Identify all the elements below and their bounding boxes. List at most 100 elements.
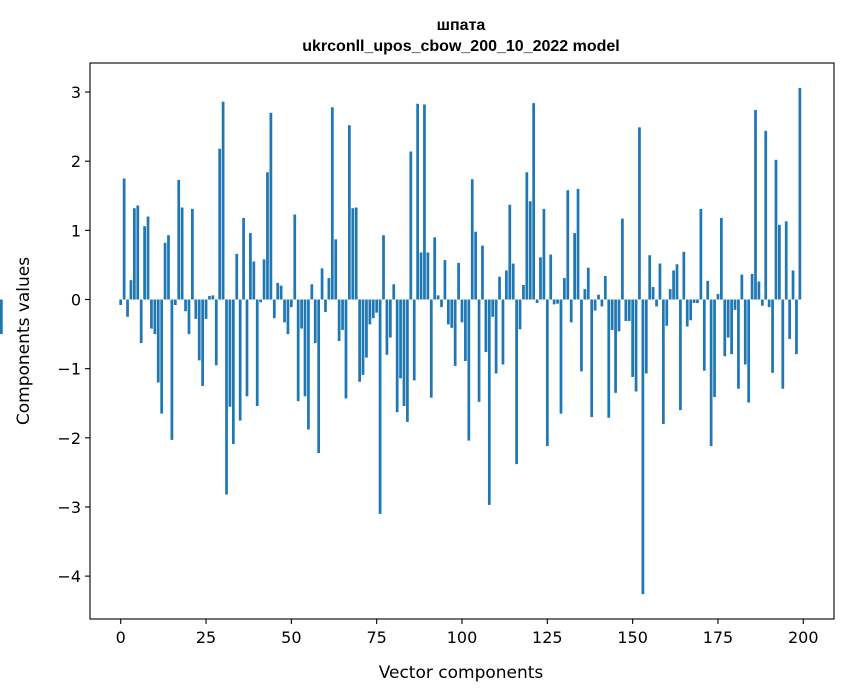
bar <box>286 299 290 335</box>
bar <box>457 262 460 300</box>
bar <box>269 112 273 300</box>
bar <box>607 299 611 418</box>
bar <box>156 299 160 383</box>
bar <box>545 299 549 447</box>
bar <box>160 299 164 414</box>
bar <box>679 299 682 411</box>
bar <box>119 299 123 306</box>
bar <box>429 299 433 398</box>
bar <box>371 299 375 319</box>
bar <box>426 252 430 300</box>
bar <box>672 270 675 300</box>
bar <box>474 231 478 300</box>
bar <box>525 172 529 300</box>
bar <box>784 221 788 300</box>
y-tick-label: 0 <box>71 291 81 310</box>
bar <box>559 299 563 414</box>
bar <box>129 280 133 300</box>
bar <box>648 255 652 300</box>
x-tick-label: 0 <box>116 628 126 647</box>
bar <box>266 172 269 300</box>
bar <box>795 299 798 355</box>
bar <box>576 188 580 300</box>
bar <box>624 299 628 321</box>
bar <box>750 273 754 300</box>
bar <box>228 299 232 407</box>
bar <box>170 299 174 440</box>
bar <box>754 110 757 300</box>
bar <box>494 299 498 374</box>
bar <box>378 299 382 514</box>
y-tick-label: 1 <box>71 221 81 240</box>
bar <box>511 263 515 300</box>
bar <box>221 101 225 300</box>
bar <box>566 190 570 300</box>
bar <box>453 299 457 366</box>
bar <box>617 299 621 332</box>
bar <box>791 270 795 300</box>
bar <box>238 299 242 421</box>
bar <box>627 299 631 321</box>
bar <box>528 201 532 300</box>
bar <box>167 235 170 300</box>
bar <box>289 299 293 308</box>
bar <box>283 299 286 323</box>
bar <box>423 104 426 300</box>
bar <box>249 233 252 300</box>
bar <box>358 299 361 382</box>
x-tick-label: 150 <box>617 628 648 647</box>
bar <box>655 299 658 307</box>
bar <box>351 208 355 300</box>
y-tick-label: −2 <box>57 429 81 448</box>
bar <box>136 205 140 300</box>
bar <box>706 280 710 300</box>
bar <box>658 263 662 300</box>
bar <box>348 125 351 300</box>
bar <box>464 299 467 362</box>
bar <box>597 294 600 300</box>
bar <box>549 254 553 300</box>
bar <box>0 299 3 335</box>
bar <box>443 260 447 300</box>
bar <box>740 274 744 300</box>
bar <box>337 299 341 341</box>
bar <box>778 224 781 300</box>
bar <box>460 299 464 323</box>
y-tick-label: −4 <box>57 567 81 586</box>
bar <box>767 299 771 308</box>
bar <box>361 299 365 375</box>
bar <box>788 299 791 339</box>
bar <box>569 299 573 323</box>
y-tick-label: −3 <box>57 498 81 517</box>
bar <box>614 299 617 393</box>
bar <box>399 299 402 379</box>
bar <box>481 245 484 300</box>
bar <box>641 299 645 595</box>
bar <box>498 276 501 300</box>
bar <box>197 299 201 361</box>
bar <box>651 287 655 300</box>
bar <box>330 107 334 300</box>
bar <box>354 207 358 300</box>
bar <box>307 299 310 430</box>
bar <box>388 299 392 338</box>
bar <box>365 299 368 358</box>
bar <box>242 217 245 300</box>
bar <box>214 299 218 366</box>
bar <box>126 299 129 317</box>
bar <box>395 299 399 413</box>
bar <box>194 299 198 319</box>
bar <box>433 237 437 300</box>
bar <box>446 299 450 325</box>
bar <box>696 299 699 303</box>
bar <box>542 208 546 300</box>
bar <box>139 299 143 344</box>
bar <box>177 179 181 300</box>
bar <box>279 285 283 300</box>
bar <box>402 299 406 407</box>
bar <box>204 299 208 319</box>
bar <box>344 299 348 399</box>
bar <box>593 299 597 311</box>
bar <box>409 151 413 300</box>
bar <box>296 299 300 402</box>
